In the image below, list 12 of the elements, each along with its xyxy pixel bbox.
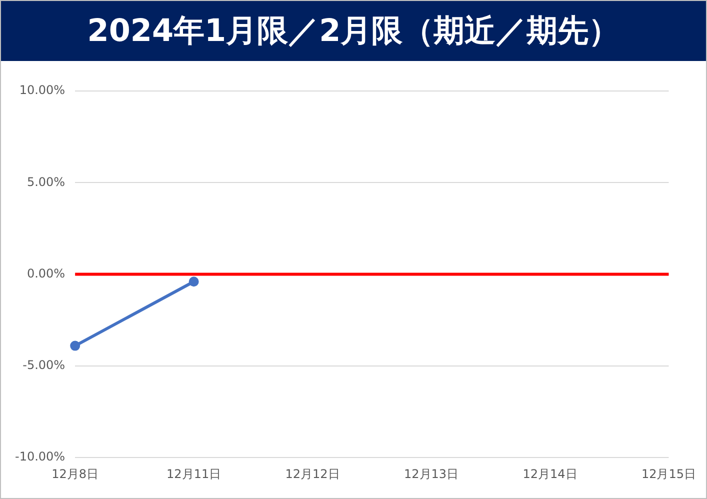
chart-title: 2024年1月限／2月限（期近／期先） [1,1,706,61]
x-tick-label: 12月14日 [522,466,578,481]
x-tick-label: 12月13日 [404,466,459,481]
y-tick-label: 0.00% [26,266,66,280]
x-tick-label: 12月8日 [52,466,99,481]
x-tick-label: 12月12日 [285,466,340,481]
x-tick-label: 12月15日 [641,466,696,481]
x-tick-label: 12月11日 [166,466,222,481]
y-tick-label: -10.00% [14,450,66,464]
y-tick-label: 10.00% [19,83,66,98]
y-tick-label: 5.00% [26,174,66,189]
y-tick-label: -5.00% [22,358,66,372]
